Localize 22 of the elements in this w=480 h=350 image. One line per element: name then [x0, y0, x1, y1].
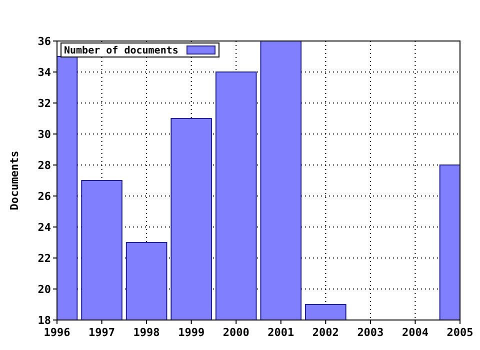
y-tick-label: 28 — [38, 158, 51, 172]
x-tick-label: 1997 — [88, 326, 116, 339]
y-tick-label: 32 — [38, 96, 51, 110]
x-tick-label: 2000 — [222, 326, 250, 339]
x-tick-label: 1999 — [178, 326, 205, 339]
x-tick-label: 2004 — [402, 326, 429, 339]
x-tick-label: 2001 — [268, 326, 295, 339]
y-tick-label: 20 — [38, 282, 51, 296]
y-tick-label: 36 — [38, 34, 52, 48]
y-tick-label: 22 — [38, 252, 51, 265]
y-tick-label: 30 — [38, 128, 51, 141]
x-tick-label: 1998 — [133, 326, 160, 339]
y-tick-label: 24 — [38, 220, 52, 234]
y-axis-title: Documents — [8, 150, 21, 210]
y-tick-label: 18 — [38, 314, 51, 327]
x-tick-label: 2005 — [446, 326, 474, 339]
x-tick-label: 2003 — [357, 326, 384, 339]
x-tick-label: 1996 — [44, 326, 71, 339]
legend-label: Number of documents — [64, 46, 178, 56]
y-tick-label: 26 — [38, 190, 52, 203]
y-tick-label: 34 — [38, 66, 52, 79]
x-tick-label: 2002 — [312, 326, 339, 339]
